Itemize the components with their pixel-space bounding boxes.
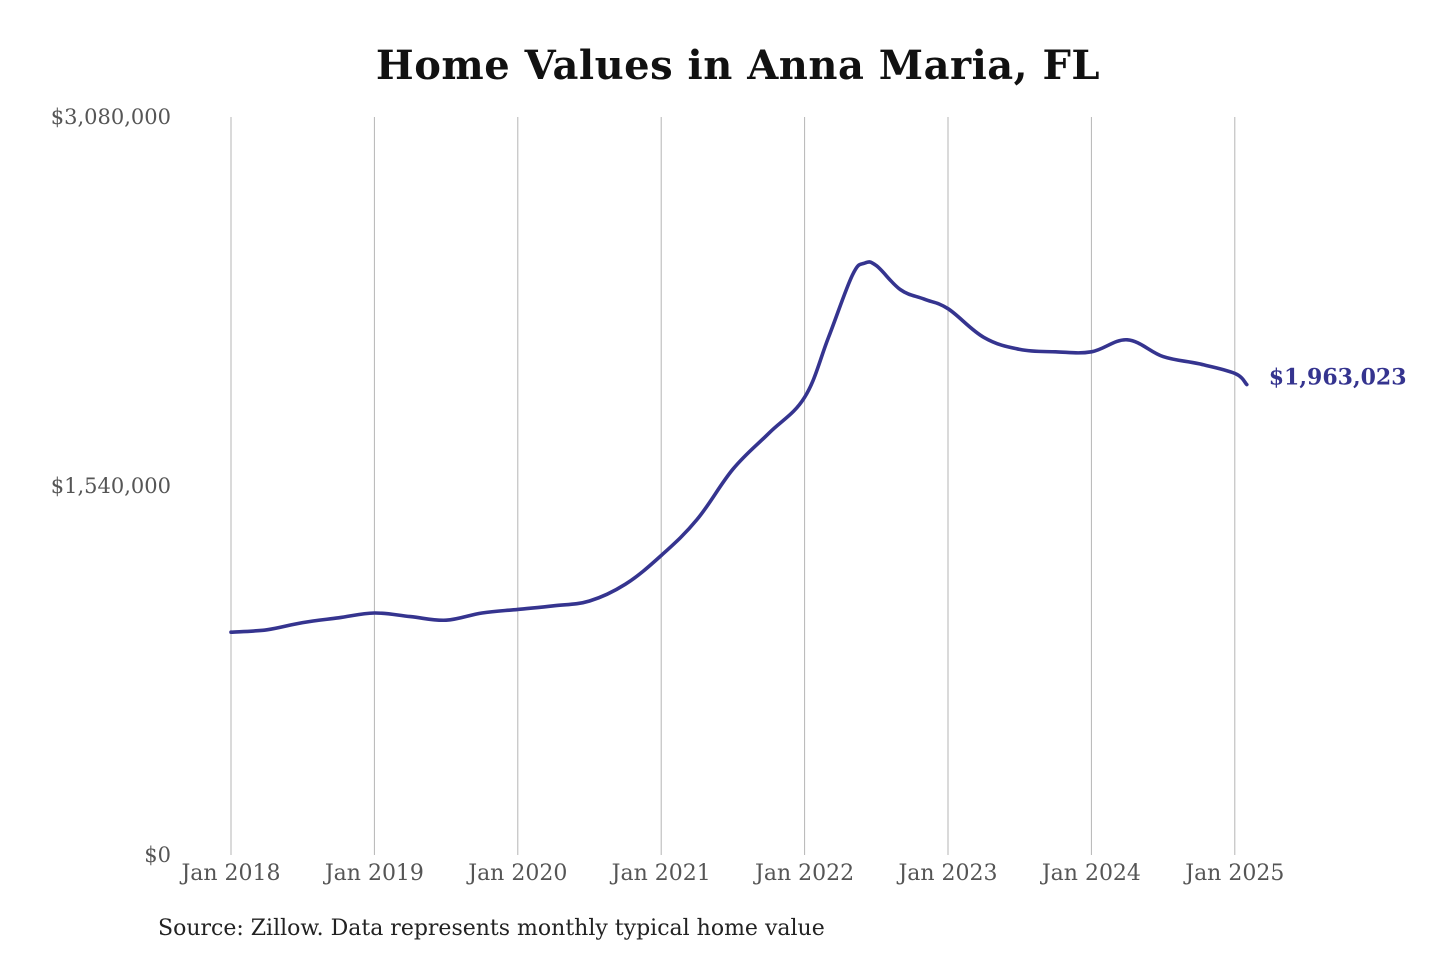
home-value-line — [229, 260, 1249, 634]
x-tick-label: Jan 2024 — [1040, 861, 1141, 886]
label-layer: $1,963,023 — [1269, 365, 1407, 391]
x-tick-label: Jan 2025 — [1183, 861, 1284, 886]
y-tick-label: $0 — [144, 843, 171, 867]
x-tick-label: Jan 2018 — [179, 861, 280, 886]
x-tick-label: Jan 2022 — [753, 861, 854, 886]
x-tick-label: Jan 2019 — [323, 861, 424, 886]
x-axis: Jan 2018 Jan 2019 Jan 2020 Jan 2021 Jan 2022… — [179, 861, 1284, 886]
end-value-label: $1,963,023 — [1269, 365, 1407, 391]
x-tick-label: Jan 2020 — [466, 861, 567, 886]
chart-title: Home Values in Anna Maria, FL — [375, 42, 1101, 89]
series-layer — [229, 260, 1249, 634]
grid-lines — [230, 117, 1236, 855]
y-tick-label: $1,540,000 — [51, 474, 171, 498]
source-note: Source: Zillow. Data represents monthly … — [158, 916, 825, 941]
y-axis: $0 $1,540,000 $3,080,000 — [51, 105, 171, 867]
y-tick-label: $3,080,000 — [51, 105, 171, 129]
x-tick-label: Jan 2021 — [610, 861, 711, 886]
x-tick-label: Jan 2023 — [896, 861, 997, 886]
